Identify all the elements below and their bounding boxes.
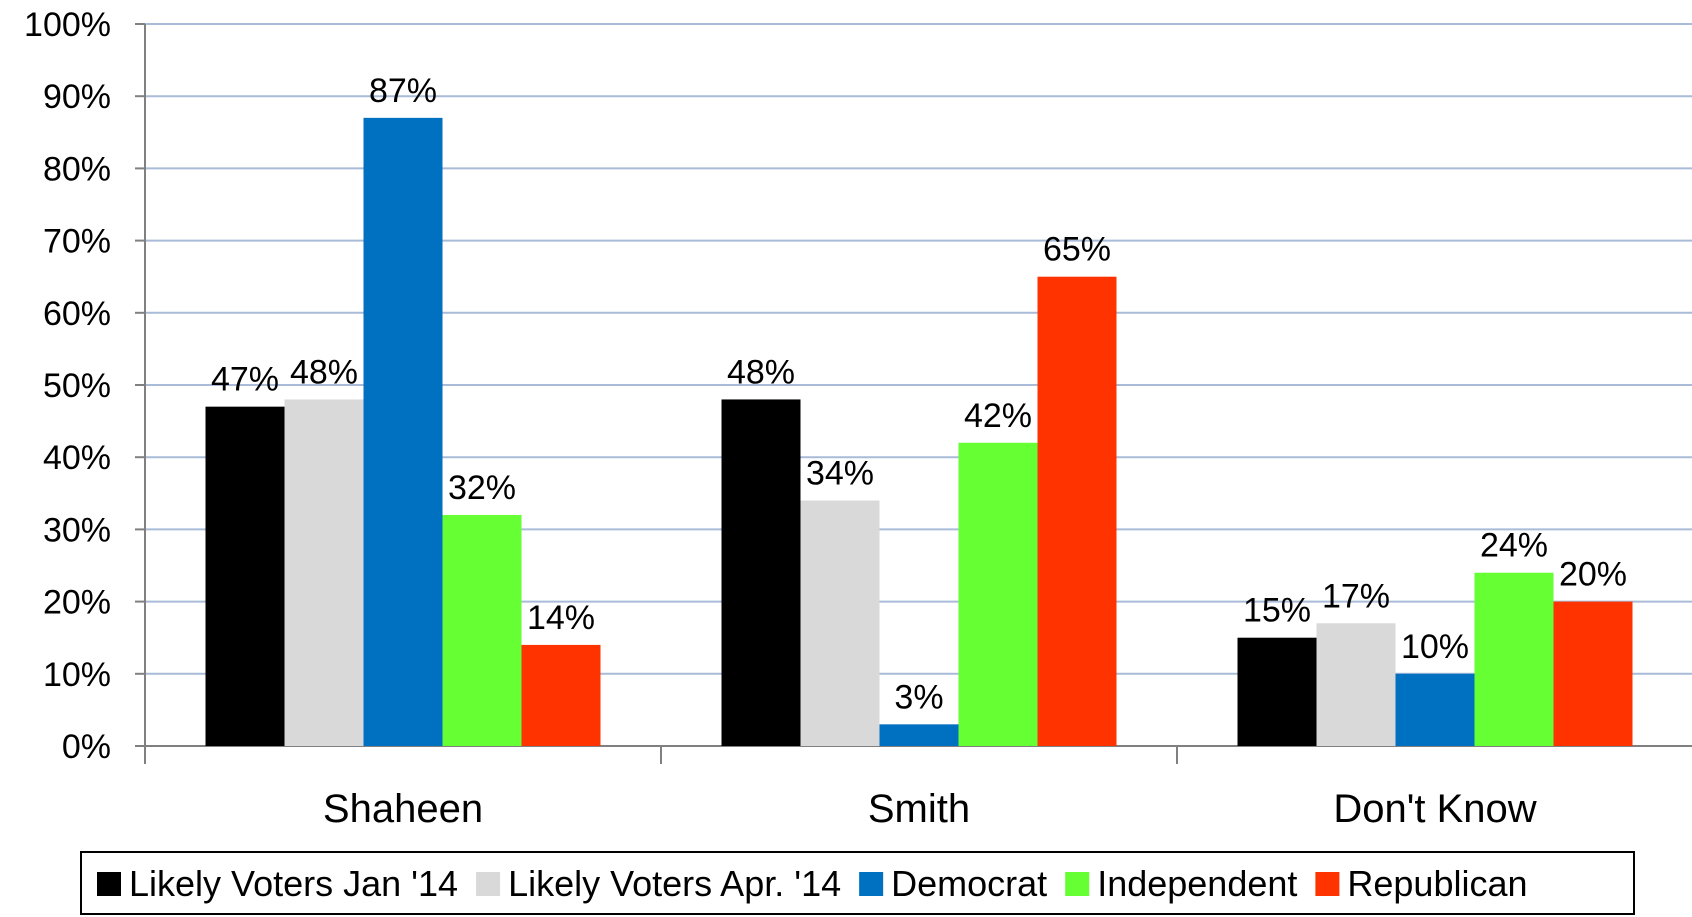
y-tick-label: 30%	[43, 511, 111, 549]
data-label: 87%	[369, 72, 437, 110]
data-label: 48%	[290, 353, 358, 391]
x-category-label: Shaheen	[323, 787, 483, 831]
data-label: 24%	[1480, 527, 1548, 565]
data-label: 17%	[1322, 577, 1390, 615]
legend-box	[80, 851, 1635, 915]
y-tick-label: 60%	[43, 295, 111, 333]
data-label: 10%	[1401, 628, 1469, 666]
data-label: 3%	[894, 678, 943, 716]
legend-item-label: Democrat	[891, 863, 1047, 904]
data-label: 15%	[1243, 592, 1311, 630]
legend-swatch	[476, 872, 501, 896]
legend-item-label: Likely Voters Jan '14	[129, 863, 458, 904]
legend-swatch	[1065, 872, 1090, 896]
y-tick-label: 70%	[43, 223, 111, 261]
y-tick-label: 20%	[43, 584, 111, 622]
data-label: 20%	[1559, 556, 1627, 594]
legend-swatch	[1315, 872, 1340, 896]
y-tick-label: 0%	[62, 728, 111, 766]
y-tick-label: 80%	[43, 150, 111, 188]
data-label: 32%	[448, 469, 516, 507]
data-label: 65%	[1043, 231, 1111, 269]
y-tick-label: 100%	[24, 6, 111, 44]
data-label: 14%	[527, 599, 595, 637]
data-label: 47%	[211, 361, 279, 399]
bar	[205, 406, 285, 746]
bar	[521, 644, 601, 746]
data-label: 42%	[964, 397, 1032, 435]
bar	[1237, 637, 1317, 746]
y-tick-label: 90%	[43, 78, 111, 116]
data-label: 48%	[727, 353, 795, 391]
bar	[442, 514, 522, 746]
bar	[800, 500, 880, 746]
x-category-label: Smith	[868, 787, 970, 831]
bar	[1037, 276, 1117, 746]
legend-item-label: Independent	[1097, 863, 1297, 904]
legend-swatch	[859, 872, 884, 896]
data-label: 34%	[806, 455, 874, 493]
bar	[1553, 601, 1633, 746]
x-category-label: Don't Know	[1333, 787, 1536, 831]
bar	[1316, 623, 1396, 746]
bar	[284, 399, 364, 746]
y-tick-label: 50%	[43, 367, 111, 405]
y-tick-label: 40%	[43, 439, 111, 477]
bar	[958, 442, 1038, 746]
legend-swatch	[97, 872, 121, 896]
legend-item-label: Republican	[1347, 863, 1527, 904]
y-tick-label: 10%	[43, 656, 111, 694]
bar	[363, 117, 443, 747]
legend-item-label: Likely Voters Apr. '14	[508, 863, 841, 904]
bar	[1474, 572, 1554, 746]
bar	[879, 724, 959, 746]
bar	[721, 399, 801, 746]
bar	[1395, 673, 1475, 746]
